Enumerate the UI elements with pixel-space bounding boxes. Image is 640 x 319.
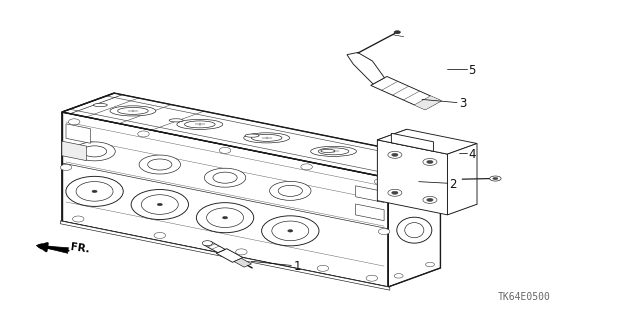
Ellipse shape: [310, 146, 356, 156]
Ellipse shape: [388, 189, 402, 196]
Text: FR.: FR.: [70, 242, 91, 255]
Ellipse shape: [366, 275, 378, 281]
Ellipse shape: [269, 181, 311, 200]
Ellipse shape: [262, 216, 319, 246]
Polygon shape: [62, 93, 440, 178]
Ellipse shape: [244, 133, 290, 143]
Polygon shape: [60, 221, 390, 290]
Ellipse shape: [288, 230, 293, 232]
Ellipse shape: [141, 195, 179, 214]
Ellipse shape: [118, 108, 148, 115]
Polygon shape: [378, 129, 477, 154]
Polygon shape: [356, 186, 384, 203]
Ellipse shape: [223, 216, 228, 219]
Ellipse shape: [157, 203, 163, 206]
Polygon shape: [392, 133, 433, 151]
Polygon shape: [234, 258, 252, 267]
Ellipse shape: [423, 197, 437, 204]
Ellipse shape: [93, 103, 108, 107]
Text: 5: 5: [468, 64, 476, 77]
Ellipse shape: [72, 216, 84, 222]
Ellipse shape: [397, 165, 411, 168]
Ellipse shape: [427, 198, 433, 202]
Ellipse shape: [426, 262, 435, 267]
Ellipse shape: [138, 131, 149, 137]
Polygon shape: [216, 249, 243, 262]
Ellipse shape: [74, 142, 115, 161]
Text: 3: 3: [459, 97, 467, 110]
Polygon shape: [66, 124, 90, 143]
Ellipse shape: [110, 106, 156, 116]
Ellipse shape: [68, 119, 80, 125]
Ellipse shape: [394, 31, 401, 34]
Ellipse shape: [318, 148, 349, 155]
Ellipse shape: [423, 159, 437, 166]
Ellipse shape: [397, 217, 432, 243]
Ellipse shape: [392, 153, 398, 156]
Ellipse shape: [394, 179, 403, 183]
Polygon shape: [388, 159, 440, 287]
Ellipse shape: [301, 164, 312, 170]
Ellipse shape: [374, 179, 386, 185]
Ellipse shape: [378, 228, 390, 234]
Ellipse shape: [427, 160, 433, 164]
Ellipse shape: [60, 164, 72, 170]
Polygon shape: [347, 52, 385, 84]
Ellipse shape: [490, 176, 501, 181]
Ellipse shape: [493, 177, 498, 180]
Ellipse shape: [388, 151, 402, 158]
Ellipse shape: [202, 241, 212, 246]
Ellipse shape: [154, 233, 166, 238]
Ellipse shape: [139, 155, 180, 174]
Polygon shape: [204, 241, 225, 253]
Polygon shape: [378, 140, 447, 215]
Ellipse shape: [245, 134, 259, 137]
Ellipse shape: [317, 265, 329, 271]
Ellipse shape: [392, 191, 398, 194]
Text: TK64E0500: TK64E0500: [497, 292, 550, 302]
Polygon shape: [371, 77, 442, 110]
Text: 4: 4: [468, 148, 476, 161]
Ellipse shape: [278, 185, 303, 197]
Text: 2: 2: [449, 178, 457, 191]
Polygon shape: [447, 144, 477, 215]
Polygon shape: [62, 141, 86, 161]
Polygon shape: [414, 96, 442, 110]
Polygon shape: [356, 204, 384, 221]
Ellipse shape: [184, 121, 215, 128]
Ellipse shape: [204, 168, 246, 187]
Ellipse shape: [213, 172, 237, 183]
Ellipse shape: [177, 119, 223, 130]
Ellipse shape: [131, 189, 188, 219]
Ellipse shape: [394, 274, 403, 278]
Ellipse shape: [252, 134, 282, 141]
Ellipse shape: [426, 168, 435, 172]
Ellipse shape: [207, 208, 244, 227]
Text: 1: 1: [293, 260, 301, 273]
Ellipse shape: [83, 146, 107, 157]
Ellipse shape: [321, 149, 335, 152]
Ellipse shape: [66, 176, 124, 206]
Ellipse shape: [92, 190, 97, 193]
Ellipse shape: [148, 159, 172, 170]
Ellipse shape: [404, 223, 424, 238]
Ellipse shape: [169, 119, 183, 122]
Ellipse shape: [196, 203, 253, 233]
Polygon shape: [62, 112, 388, 287]
Ellipse shape: [76, 182, 113, 201]
Ellipse shape: [236, 249, 247, 255]
Ellipse shape: [272, 221, 308, 241]
Ellipse shape: [220, 147, 231, 153]
